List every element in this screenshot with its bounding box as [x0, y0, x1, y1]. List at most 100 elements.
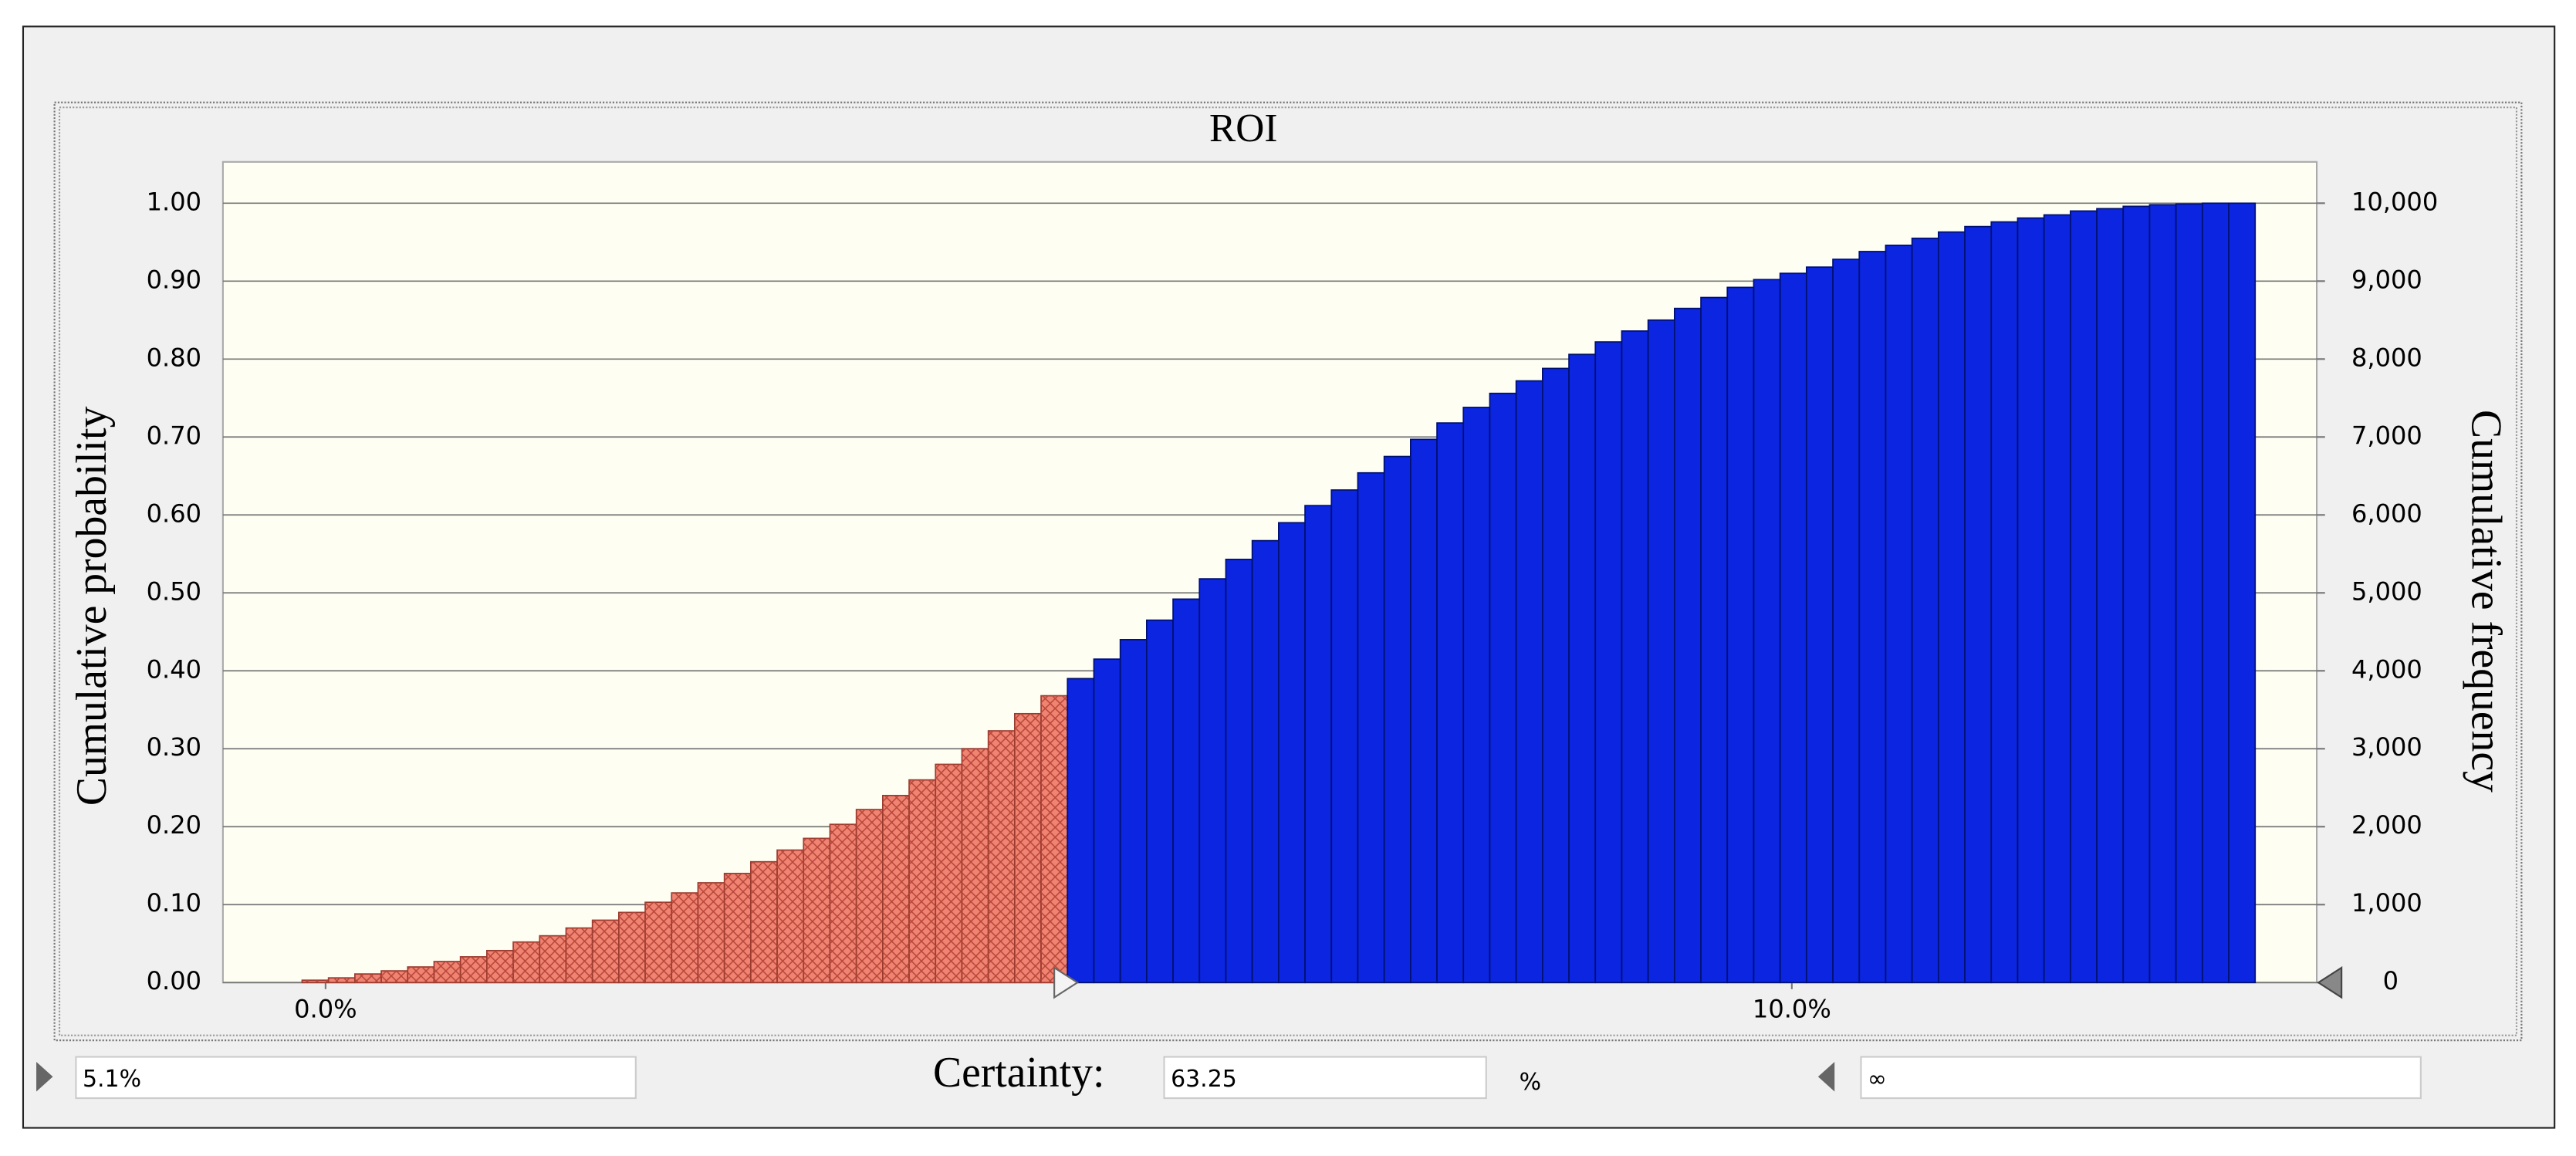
bar-hatch [381, 971, 408, 983]
y-tick-label: 0.20 [147, 810, 201, 840]
y2-tick-label: 8,000 [2351, 343, 2422, 372]
bar [2070, 210, 2098, 984]
y2-tick-label: 3,000 [2351, 732, 2422, 762]
x-tick-label: 0.0% [294, 995, 357, 1024]
bar [2017, 217, 2045, 984]
bar-hatch [460, 956, 487, 983]
bar [1489, 392, 1517, 984]
bar [1515, 380, 1543, 984]
lower-bound-grip [1053, 966, 1080, 999]
bar [1779, 272, 1807, 984]
bar [1146, 619, 1174, 984]
y-tick-label: 0.90 [147, 265, 201, 294]
upper-bound-arrow[interactable] [1817, 1061, 1835, 1092]
bar-hatch [988, 731, 1015, 983]
bar [1700, 296, 1729, 984]
y-tick-label: 0.80 [147, 343, 201, 372]
x-tick-label: 10.0% [1753, 995, 1831, 1024]
chart-title: ROI [1209, 106, 1277, 150]
upper-bound-input[interactable] [1860, 1056, 2422, 1100]
bar-hatch [592, 920, 619, 983]
y2-tick-label: 9,000 [2351, 265, 2422, 294]
bar-hatch [803, 838, 830, 983]
bar [1330, 489, 1359, 984]
bar-hatch [328, 978, 355, 983]
y-tick-label: 0.30 [147, 732, 201, 762]
y2-tick-label: 6,000 [2351, 499, 2422, 528]
bar [1225, 558, 1253, 984]
certainty-unit: % [1520, 1069, 1541, 1096]
bar-hatch [486, 950, 514, 983]
bar-hatch [935, 764, 962, 983]
bar [1911, 237, 1939, 984]
y-tick-label: 0.70 [147, 421, 201, 450]
chart-frame-inner [58, 106, 2518, 1036]
y-tick-label: 0.00 [147, 966, 201, 995]
bar [2228, 202, 2257, 984]
bar-hatch [566, 928, 593, 983]
bar [1832, 259, 1861, 984]
y2-axis-label: Cumulative frequency [2462, 410, 2510, 793]
bar [1119, 639, 1148, 984]
bar-hatch [1041, 695, 1068, 983]
bar-hatch [698, 882, 725, 983]
bar-hatch [830, 824, 857, 983]
bar [1806, 266, 1834, 984]
bar-hatch [1014, 713, 1042, 983]
bar-hatch [671, 893, 698, 983]
bar [1436, 422, 1465, 984]
bar [1594, 341, 1623, 984]
bar [2043, 214, 2071, 984]
lower-bound-input[interactable] [75, 1056, 637, 1100]
bar [1383, 455, 1411, 984]
bar-hatch [750, 861, 778, 983]
bar-hatch [645, 902, 672, 983]
bar [1093, 658, 1121, 984]
bar-hatch [407, 967, 434, 983]
bar-hatch [434, 961, 461, 983]
bar-hatch [777, 850, 804, 983]
bar [1647, 319, 1675, 984]
bar [2148, 204, 2177, 984]
y-tick-label: 0.50 [147, 576, 201, 606]
y2-tick-label: 4,000 [2351, 654, 2422, 684]
upper-bound-grip[interactable] [2317, 966, 2343, 999]
bar [1462, 407, 1491, 984]
y2-tick-label: 7,000 [2351, 421, 2422, 450]
plot: 0.00 0.10 0.20 0.30 0.40 0.50 0.60 0.70 0.80 0.90… [147, 187, 2439, 1023]
y-tick-label: 1.00 [147, 187, 201, 216]
bar-hatch [539, 935, 566, 983]
bar-hatch [618, 912, 646, 983]
bar [1278, 522, 1306, 984]
bar-hatch [882, 795, 910, 983]
bar [2096, 208, 2125, 984]
bar [1621, 330, 1649, 984]
y-tick-label: 0.40 [147, 654, 201, 684]
bar [2175, 203, 2203, 984]
bar [1251, 539, 1280, 984]
certainty-input[interactable] [1163, 1056, 1487, 1100]
bar [1990, 221, 2019, 984]
certainty-label: Certainty: [933, 1049, 1104, 1097]
bar-hatch [302, 980, 329, 983]
bar [1858, 251, 1887, 984]
bar [2202, 202, 2229, 984]
bar [1357, 472, 1385, 984]
lower-bound-value: 5.1% [83, 1066, 141, 1093]
y2-tick-label: 1,000 [2351, 888, 2422, 918]
bar [1172, 598, 1201, 984]
bar [1067, 678, 1095, 984]
bar [1726, 286, 1755, 984]
bar [1542, 367, 1570, 984]
bar [1753, 279, 1781, 984]
bar [2122, 205, 2151, 984]
y-tick-label: 0.10 [147, 888, 201, 918]
lower-bound-arrow[interactable] [36, 1061, 53, 1092]
bar-hatch [513, 941, 540, 983]
bar [1885, 244, 1913, 984]
bar [1938, 231, 1966, 984]
bar [1964, 225, 1993, 984]
bar-hatch [354, 974, 382, 983]
